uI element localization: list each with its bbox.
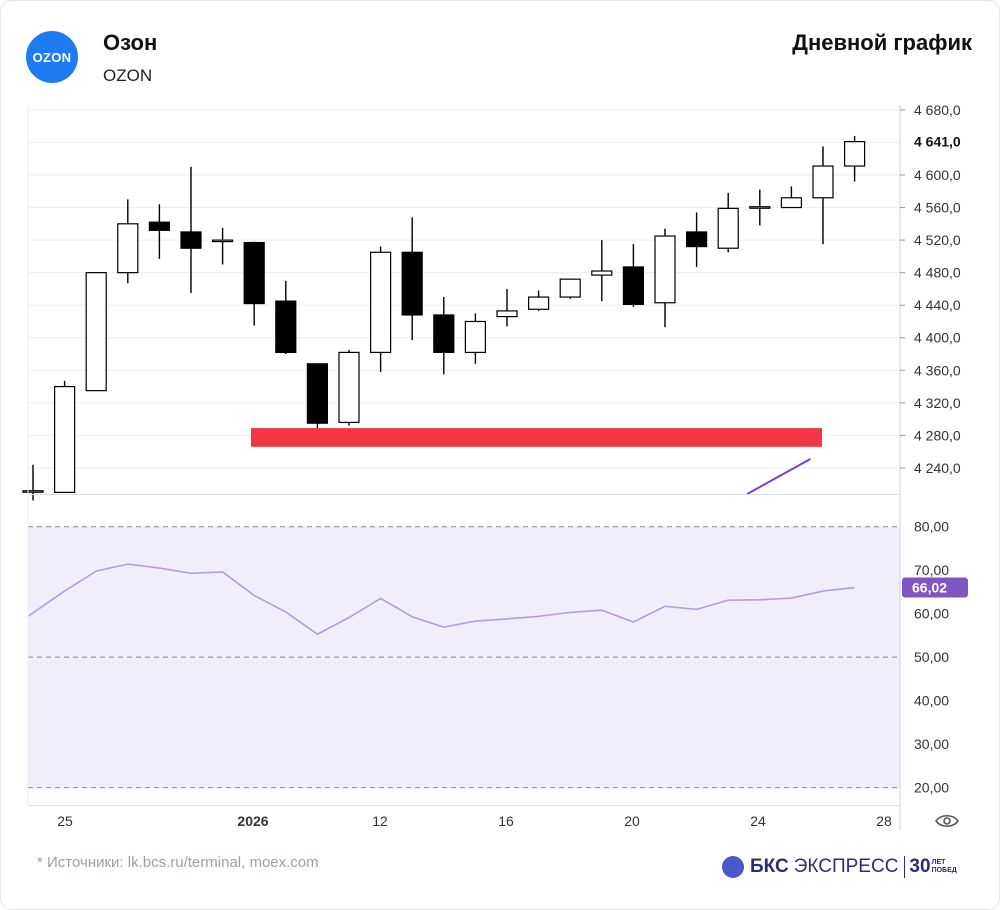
time-tick-label: 25: [57, 813, 73, 829]
support-zone: [251, 428, 822, 447]
candle-body: [685, 231, 708, 248]
candle-body: [654, 235, 676, 304]
price-grid: [28, 109, 900, 469]
candle-body: [749, 206, 771, 209]
candle-body: [85, 272, 107, 392]
ozon-logo: OZON: [26, 31, 78, 83]
trend-line: [746, 458, 811, 495]
current-price-tag-bg: [906, 131, 974, 152]
candle-body: [53, 385, 76, 493]
time-tick-label: 20: [624, 813, 640, 829]
chart-type-label: Дневной график: [792, 30, 972, 55]
price-tick-label: 4 680,0: [914, 102, 961, 118]
candle-body: [717, 207, 739, 249]
rsi-tick-label: 30,00: [914, 736, 949, 752]
brand-logo: БКС ЭКСПРЕСС 30 ЛЕТ ПОБЕД: [722, 856, 957, 878]
time-tick-label: 16: [498, 813, 514, 829]
price-tick-label: 4 320,0: [914, 395, 961, 411]
rsi-levels: [28, 526, 900, 789]
current-price-tag: 4 641,0: [906, 131, 974, 152]
price-tick-label: 4 520,0: [914, 232, 961, 248]
brand-separator: [904, 856, 906, 878]
candle-body: [22, 490, 44, 493]
source-note: * Источники: lk.bcs.ru/terminal, moex.co…: [37, 854, 319, 871]
current-rsi-tag: 66,02: [902, 577, 968, 598]
ticker-label: OZON: [103, 66, 153, 85]
price-tick-label: 4 240,0: [914, 460, 961, 476]
candle-body: [148, 221, 170, 231]
time-tick-label: 12: [372, 813, 388, 829]
rsi-tick-label: 60,00: [914, 606, 949, 622]
candle-body: [559, 278, 581, 298]
time-axis-labels: 25 2026 12 16 20 24 28: [57, 813, 892, 829]
brand-name: БКС: [750, 856, 789, 877]
candle-body: [433, 314, 455, 353]
rsi-tick-label: 80,00: [914, 519, 949, 535]
rsi-tick-label: 50,00: [914, 649, 949, 665]
price-tick-label: 4 560,0: [914, 200, 961, 216]
rsi-line: [27, 563, 855, 636]
brand-years-line1: ЛЕТ: [931, 859, 946, 866]
company-title: Озон: [103, 30, 158, 55]
candle-body: [212, 239, 234, 243]
candle-body: [591, 270, 613, 276]
price-tick-label: 4 600,0: [914, 167, 961, 183]
candle-body: [464, 320, 486, 353]
price-tick-label: 4 280,0: [914, 427, 961, 443]
time-tick-label: 28: [876, 813, 892, 829]
current-rsi-tag-bg: [902, 577, 968, 598]
brand-years: 30: [909, 856, 931, 877]
rsi-tick-label: 70,00: [914, 562, 949, 578]
candle-body: [117, 223, 139, 274]
candle-body: [622, 266, 645, 305]
candle-body: [812, 165, 834, 199]
rsi-tick-label: 40,00: [914, 693, 949, 709]
price-tick-label: 4 400,0: [914, 330, 961, 346]
time-tick-label: 24: [750, 813, 766, 829]
candle-body: [780, 197, 803, 209]
candle-body: [496, 310, 518, 318]
candles: [22, 135, 866, 501]
rsi-axis-labels: 20,00 30,00 40,00 50,00 60,00 70,00 80,00: [914, 519, 949, 796]
price-tick-label: 4 440,0: [914, 297, 961, 313]
candle-body: [180, 231, 202, 249]
candle-body: [275, 300, 297, 353]
price-tick-label: 4 360,0: [914, 362, 961, 378]
price-axis-labels: 4 240,0 4 280,0 4 320,0 4 360,0 4 400,0 4 440…: [900, 102, 961, 476]
brand-years-caption: ЛЕТ ПОБЕД: [932, 859, 957, 875]
candle-body: [370, 251, 392, 353]
candle-body: [306, 363, 328, 424]
brand-years-line2: ПОБЕД: [931, 867, 957, 874]
brand-dot-icon: [722, 856, 744, 878]
candle-body: [527, 296, 550, 310]
current-rsi-label: 66,02: [912, 580, 947, 596]
rsi-tick-label: 20,00: [914, 780, 949, 796]
logo-text: OZON: [32, 49, 72, 65]
candle-body: [338, 351, 360, 423]
candle-body: [401, 251, 423, 316]
current-price-label: 4 641,0: [914, 134, 961, 150]
eye-icon[interactable]: [934, 812, 960, 830]
brand-sub: ЭКСПРЕСС: [793, 856, 899, 877]
price-tick-label: 4 480,0: [914, 265, 961, 281]
candle-body: [843, 141, 866, 167]
candle-body: [243, 241, 265, 305]
time-tick-label: 2026: [237, 813, 268, 829]
